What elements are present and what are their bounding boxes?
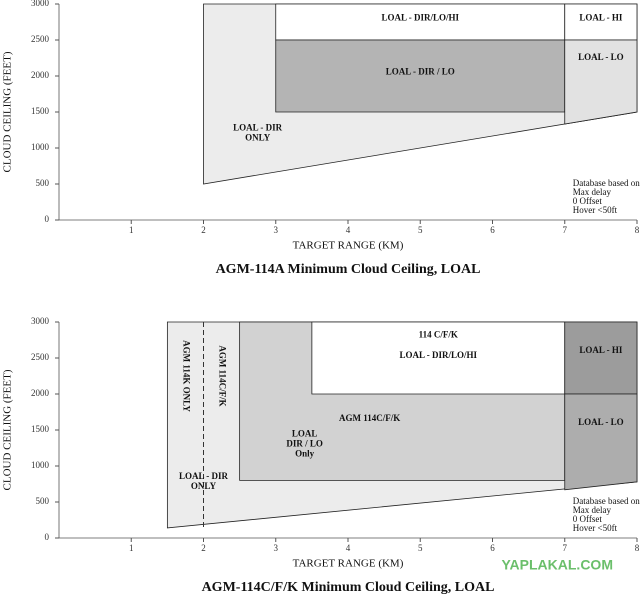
note-line: Hover <50ft: [573, 205, 618, 215]
region-label: LOAL - LO: [578, 417, 624, 427]
y-tick-label: 3000: [31, 0, 50, 8]
y-tick-label: 1500: [31, 106, 50, 116]
label-line: LOAL - DIR / LO: [386, 66, 455, 76]
x-axis-title: TARGET RANGE (KM): [293, 558, 404, 570]
x-tick-label: 6: [490, 543, 495, 553]
x-tick-label: 3: [274, 543, 279, 553]
y-axis-title: CLOUD CEILING (FEET): [2, 51, 14, 172]
region-label: LOAL - DIR/LO/HI: [400, 350, 478, 360]
chart-title: AGM-114A Minimum Cloud Ceiling, LOAL: [216, 262, 481, 277]
x-tick-label: 2: [201, 225, 206, 235]
y-tick-label: 500: [36, 178, 50, 188]
label-line: LOAL - LO: [578, 52, 624, 62]
x-tick-label: 8: [635, 225, 640, 235]
x-tick-label: 5: [418, 225, 423, 235]
region: [564, 321, 638, 395]
region-label: AGM 114C/F/K: [339, 413, 400, 423]
note-line: Database based on: [573, 496, 640, 506]
x-tick-label: 1: [129, 543, 134, 553]
label-line: AGM 114C/F/K: [218, 345, 228, 406]
region-label: 114 C/F/K: [419, 330, 458, 340]
x-tick-label: 7: [563, 225, 568, 235]
label-line: LOAL - DIR/LO/HI: [400, 350, 478, 360]
y-tick-label: 1500: [31, 424, 50, 434]
label-line: ONLY: [191, 481, 217, 491]
region: [564, 39, 638, 125]
label-line: Only: [295, 448, 315, 458]
y-axis-title: CLOUD CEILING (FEET): [2, 369, 14, 490]
label-line: LOAL - DIR: [179, 471, 229, 481]
y-tick-label: 500: [36, 496, 50, 506]
label-line: AGM 114K ONLY: [181, 340, 191, 412]
region-label: LOAL - LO: [578, 52, 624, 62]
x-tick-label: 7: [563, 543, 568, 553]
label-line: DIR / LO: [286, 438, 323, 448]
y-tick-label: 3000: [31, 316, 50, 326]
y-tick-label: 2000: [31, 388, 50, 398]
region-label: LOAL DIR / LO Only: [286, 428, 323, 458]
note-line: Database based on: [573, 178, 640, 188]
region: [564, 393, 638, 491]
note-line: Hover <50ft: [573, 523, 618, 533]
label-line: LOAL - HI: [579, 345, 623, 355]
note-line: 0 Offset: [573, 196, 603, 206]
x-tick-label: 5: [418, 543, 423, 553]
y-tick-label: 0: [45, 532, 50, 542]
y-tick-label: 1000: [31, 460, 50, 470]
x-tick-label: 4: [346, 543, 351, 553]
note-line: Max delay: [573, 505, 612, 515]
x-axis-title: TARGET RANGE (KM): [293, 240, 404, 252]
y-tick-label: 2000: [31, 70, 50, 80]
label-line: 114 C/F/K: [419, 330, 458, 340]
x-tick-label: 8: [635, 543, 640, 553]
label-line: LOAL: [292, 428, 318, 438]
region-label: AGM 114K ONLY: [181, 340, 191, 412]
label-line: AGM 114C/F/K: [339, 413, 400, 423]
x-tick-label: 6: [490, 225, 495, 235]
y-tick-label: 2500: [31, 352, 50, 362]
label-line: LOAL - HI: [579, 12, 623, 22]
label-line: ONLY: [245, 133, 271, 143]
y-tick-label: 2500: [31, 34, 50, 44]
region-label: LOAL - HI: [579, 12, 623, 22]
label-line: LOAL - LO: [578, 417, 624, 427]
x-tick-label: 3: [274, 225, 279, 235]
watermark: YAPLAKAL.COM: [502, 557, 614, 573]
label-line: LOAL - DIR: [233, 123, 283, 133]
region-label: LOAL - HI: [579, 345, 623, 355]
y-tick-label: 1000: [31, 142, 50, 152]
note-line: Max delay: [573, 187, 612, 197]
note-line: 0 Offset: [573, 514, 603, 524]
region-label: LOAL - DIR ONLY: [179, 471, 229, 491]
chart-title: AGM-114C/F/K Minimum Cloud Ceiling, LOAL: [202, 580, 495, 595]
region-label: LOAL - DIR ONLY: [233, 123, 283, 143]
x-tick-label: 1: [129, 225, 134, 235]
region-label: LOAL - DIR/LO/HI: [381, 12, 459, 22]
x-tick-label: 4: [346, 225, 351, 235]
x-tick-label: 2: [201, 543, 206, 553]
region-label: LOAL - DIR / LO: [386, 66, 455, 76]
y-tick-label: 0: [45, 214, 50, 224]
region-label: AGM 114C/F/K: [218, 345, 228, 406]
label-line: LOAL - DIR/LO/HI: [381, 12, 459, 22]
